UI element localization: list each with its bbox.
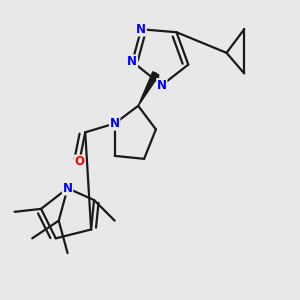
Text: N: N bbox=[127, 55, 137, 68]
Text: N: N bbox=[110, 117, 120, 130]
Polygon shape bbox=[138, 72, 159, 106]
Text: N: N bbox=[136, 23, 146, 36]
Text: O: O bbox=[74, 155, 84, 168]
Text: N: N bbox=[63, 182, 73, 195]
Text: N: N bbox=[157, 79, 167, 92]
